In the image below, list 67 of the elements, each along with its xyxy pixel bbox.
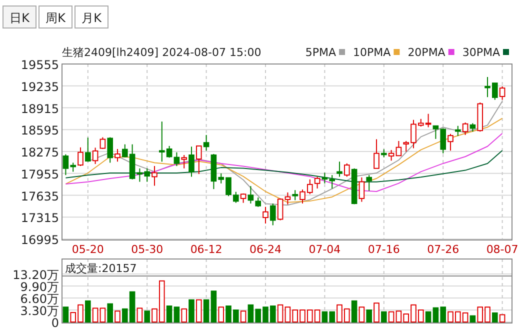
bar: [196, 299, 202, 322]
x-tick-label: 06-24: [250, 243, 282, 256]
y-tick-label: 18595: [20, 124, 59, 138]
text: 日K: [10, 11, 31, 25]
legend-label: 30PMA: [462, 46, 500, 59]
chart-title: 成交量:20157: [65, 262, 137, 275]
bar: [188, 299, 194, 322]
bar: [166, 306, 172, 322]
x-tick-label: 07-26: [427, 243, 460, 256]
candlestick: [262, 206, 268, 224]
bar: [107, 303, 114, 322]
text: 周K: [46, 11, 67, 25]
y-tick-label: 16995: [20, 233, 59, 247]
bar: [388, 311, 394, 322]
legend-label: 20PMA: [408, 46, 446, 59]
bar: [62, 306, 69, 322]
bar: [358, 306, 365, 322]
y-tick-label: 0: [51, 316, 59, 329]
bar: [380, 311, 387, 322]
x-tick-label: 05-20: [72, 243, 104, 256]
line-series: [65, 150, 503, 182]
y-tick-label: 17315: [20, 211, 59, 226]
y-tick-label: 6.60万: [20, 292, 59, 306]
bar: [425, 311, 432, 322]
candlestick: [92, 147, 98, 165]
y-tick-label: 13.20万: [12, 268, 59, 282]
bar: [351, 300, 358, 322]
x-tick-label: 07-16: [368, 243, 400, 256]
y-tick-label: 19555: [20, 58, 59, 72]
legend-label: 10PMA: [353, 46, 392, 59]
bar: [499, 314, 506, 322]
y-tick-label: 17955: [20, 167, 59, 182]
bar: [374, 302, 380, 322]
bar: [203, 299, 210, 322]
bar: [144, 310, 150, 322]
line-series: [65, 132, 503, 192]
bar: [470, 315, 476, 322]
candlestick: [152, 166, 158, 186]
bar: [492, 312, 498, 322]
bar: [210, 290, 217, 322]
y-tick-label: 3.30万: [20, 304, 59, 318]
bar: [240, 310, 246, 322]
x-tick-label: 07-04: [308, 243, 341, 256]
bar: [174, 306, 180, 322]
bar: [277, 304, 284, 322]
text: 月K: [82, 11, 103, 25]
bar: [114, 310, 120, 322]
bar: [366, 310, 372, 322]
y-tick-label: 17635: [20, 189, 59, 204]
bar: [136, 308, 143, 322]
candlestick: [248, 186, 254, 204]
x-tick-label: 08-07: [486, 243, 518, 256]
line-series: [65, 118, 503, 203]
y-tick-label: 18915: [20, 102, 59, 116]
x-tick-label: 06-12: [190, 243, 222, 256]
y-tick-label: 9.90万: [20, 280, 59, 294]
y-tick-label: 19235: [20, 80, 59, 94]
legend-label: 5PMA: [305, 46, 336, 59]
bar: [100, 308, 106, 322]
x-tick-label: 05-30: [131, 243, 164, 256]
y-tick-label: 18275: [20, 146, 59, 160]
bar: [92, 308, 98, 322]
candlestick: [188, 146, 194, 178]
bar: [218, 306, 224, 322]
bar: [181, 308, 188, 322]
bar: [84, 300, 91, 322]
chart-title: 生猪2409[lh2409] 2024-08-07 15:00: [62, 46, 262, 59]
